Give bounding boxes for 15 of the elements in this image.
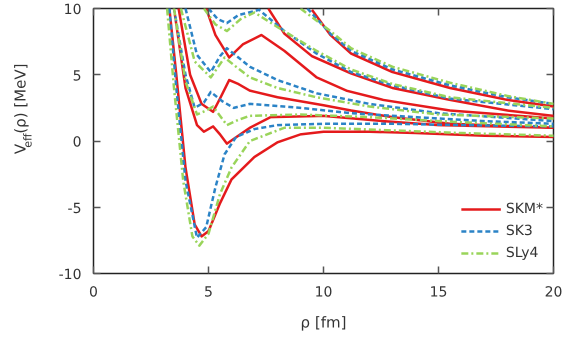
legend-label: SK3 [506, 223, 533, 239]
legend-label: SKM* [506, 201, 543, 217]
y-tick-label: 5 [72, 68, 82, 84]
x-tick-label: 10 [314, 284, 332, 300]
x-tick-label: 20 [544, 284, 562, 300]
x-tick-label: 5 [204, 284, 213, 300]
y-tick-label: -5 [68, 200, 82, 217]
y-axis-title: Veff(ρ) [MeV] [12, 64, 34, 154]
y-tick-label: 10 [64, 2, 82, 18]
x-tick-label: 0 [89, 284, 98, 300]
x-tick-label: 15 [430, 284, 448, 300]
x-axis-title: ρ [fm] [300, 314, 346, 332]
y-tick-label: -10 [58, 267, 82, 283]
y-tick-label: 0 [72, 134, 82, 150]
legend-label: SLy4 [506, 245, 538, 261]
